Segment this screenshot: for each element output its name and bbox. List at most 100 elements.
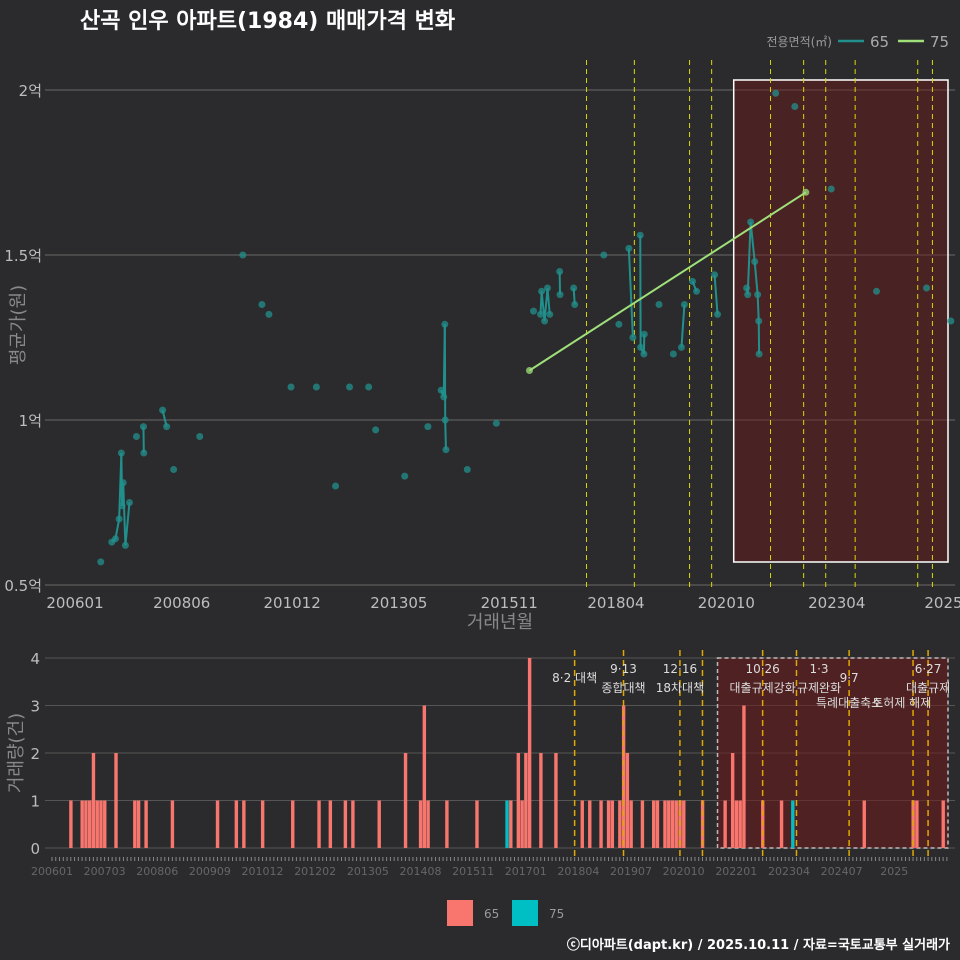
legend-swatch-65 — [447, 900, 473, 926]
x-tick-label: 201701 — [505, 865, 547, 878]
annotation-date: 12·16 — [663, 662, 697, 676]
data-point-75 — [525, 367, 533, 374]
data-point-65 — [600, 251, 608, 259]
data-point-65 — [637, 343, 645, 351]
bar-65 — [682, 800, 686, 848]
bar-65 — [779, 800, 784, 848]
series-65-line — [746, 221, 752, 295]
bar-65 — [95, 800, 99, 848]
bar-65 — [88, 800, 92, 848]
x-tick-label: 201408 — [399, 865, 441, 878]
data-point-65 — [615, 320, 623, 328]
annotation-text: 8·2 대책 — [552, 670, 597, 685]
bar-65 — [144, 800, 148, 848]
annotation-text: 토허제 해제 — [872, 696, 931, 710]
data-point-65 — [346, 383, 354, 391]
bar-65 — [734, 800, 739, 848]
bar-65 — [655, 800, 660, 848]
legend-label-65: 65 — [484, 907, 499, 921]
bar-65 — [91, 753, 96, 848]
x-tick-label: 2025 — [880, 865, 908, 878]
data-point-65 — [538, 287, 546, 295]
data-point-65 — [119, 479, 127, 487]
data-point-65 — [680, 301, 688, 308]
series-65-line — [444, 419, 447, 450]
data-point-65 — [440, 393, 448, 401]
data-point-65 — [556, 268, 564, 275]
data-point-65 — [636, 231, 644, 239]
bar-65 — [99, 800, 103, 848]
bar-65 — [588, 800, 592, 848]
data-point-65 — [544, 284, 552, 292]
bar-65 — [215, 800, 220, 848]
x-tick-label: 201202 — [294, 865, 336, 878]
data-point-65 — [530, 307, 538, 315]
series-65-line — [680, 304, 686, 348]
data-point-65 — [442, 446, 450, 454]
data-point-65 — [312, 383, 320, 391]
data-point-65 — [714, 310, 722, 318]
data-point-65 — [196, 433, 204, 440]
data-point-65 — [159, 406, 167, 414]
data-point-65 — [772, 89, 780, 97]
legend-swatch-75 — [512, 900, 538, 926]
x-tick-label: 202304 — [768, 865, 810, 878]
data-point-65 — [755, 350, 763, 358]
data-point-65 — [118, 502, 126, 510]
data-point-65 — [570, 284, 578, 292]
annotation-text: 18차대책 — [656, 680, 704, 695]
y-axis-title: 평균가(원) — [8, 285, 29, 365]
bar-65 — [580, 800, 584, 848]
highlight-box — [716, 657, 949, 849]
bar-65 — [625, 753, 630, 848]
data-point-65 — [693, 287, 701, 295]
bar-65 — [618, 800, 622, 848]
annotation-text: 9·7 — [840, 671, 859, 685]
bar-65 — [343, 800, 348, 848]
x-tick-label: 201012 — [242, 865, 284, 878]
bar-65 — [114, 753, 118, 848]
bar-65 — [351, 800, 355, 848]
x-tick-label: 202010 — [698, 594, 755, 612]
data-point-65 — [401, 472, 409, 480]
data-point-65 — [441, 320, 449, 328]
bar-65 — [862, 800, 866, 848]
data-point-65 — [625, 244, 633, 252]
bar-65 — [941, 800, 945, 848]
bar-65 — [539, 753, 543, 848]
data-point-65 — [571, 301, 579, 308]
bar-65 — [80, 800, 84, 848]
y-tick-label: 3 — [30, 698, 40, 716]
y-tick-label: 1억 — [19, 412, 42, 430]
series-65-line — [627, 248, 634, 338]
annotation-text: 대출규제 — [906, 681, 950, 695]
x-tick-label: 201012 — [263, 594, 320, 612]
bar-65 — [242, 800, 246, 848]
data-point-65 — [258, 301, 266, 308]
x-tick-label: 202201 — [715, 865, 757, 878]
bar-65 — [234, 800, 239, 848]
data-point-65 — [827, 185, 835, 193]
annotation-date: 10·26 — [745, 662, 779, 676]
data-point-65 — [424, 423, 432, 431]
bar-65 — [599, 800, 603, 848]
bar-75 — [505, 800, 509, 848]
data-point-65 — [139, 423, 147, 431]
annotation-date: 1·3 — [809, 662, 828, 676]
bar-65 — [640, 800, 645, 848]
bar-75 — [791, 800, 795, 848]
data-point-65 — [640, 350, 648, 358]
data-point-65 — [546, 310, 554, 318]
data-point-65 — [332, 482, 340, 490]
legend-label-65: 65 — [870, 33, 889, 51]
series-75-line — [528, 191, 807, 372]
bar-65 — [136, 800, 141, 848]
data-point-65 — [791, 103, 799, 110]
bar-65 — [403, 753, 408, 848]
x-tick-label: 201511 — [452, 865, 494, 878]
bar-65 — [667, 800, 671, 848]
highlight-box — [732, 79, 949, 563]
data-point-65 — [170, 466, 178, 473]
bar-65 — [742, 705, 746, 848]
